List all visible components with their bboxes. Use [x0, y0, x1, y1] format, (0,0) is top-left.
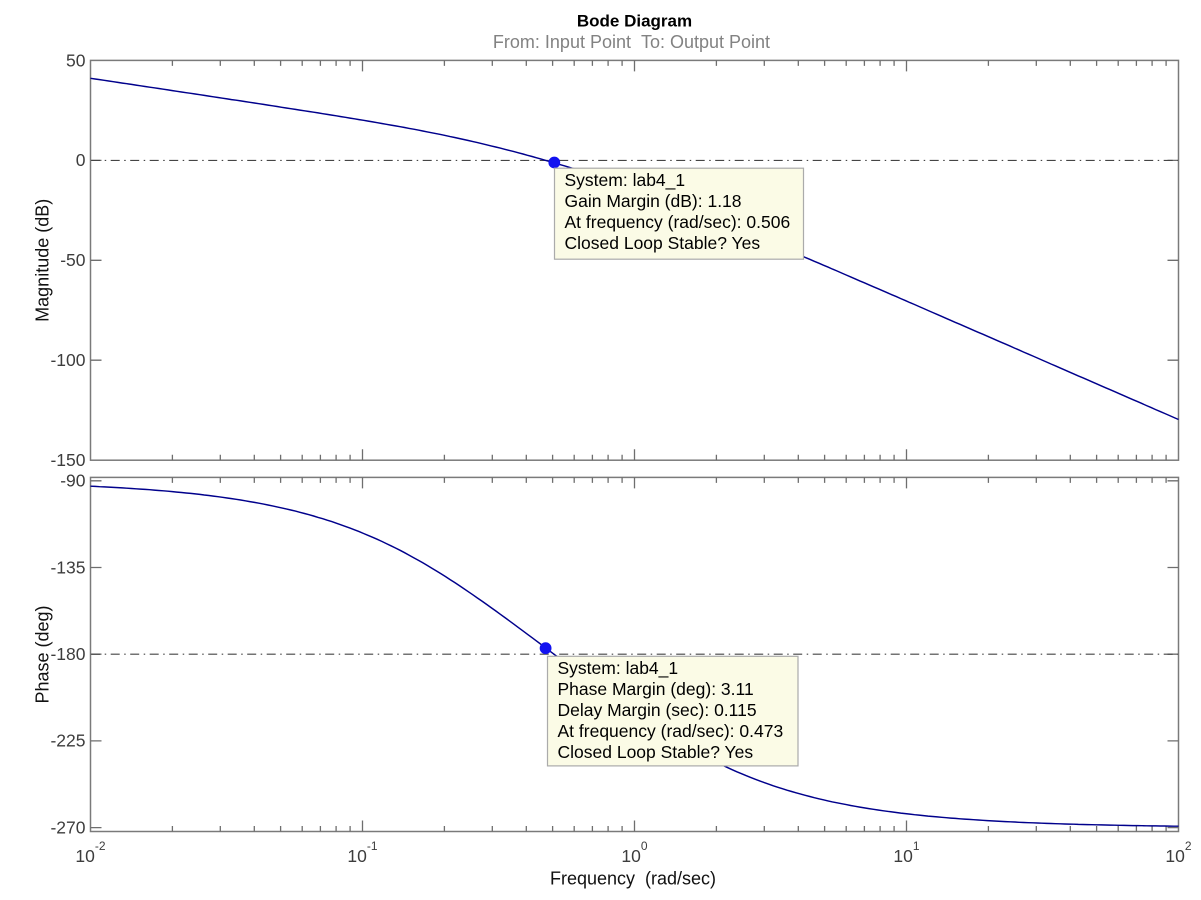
svg-text:At frequency (rad/sec): 0.473: At frequency (rad/sec): 0.473 — [558, 721, 784, 741]
svg-text:50: 50 — [66, 50, 86, 70]
svg-text:Frequency (rad/sec): Frequency (rad/sec) — [550, 869, 716, 889]
svg-text:From: Input Point To: Output: From: Input Point To: Output Point — [493, 32, 770, 52]
svg-text:System: lab4_1: System: lab4_1 — [565, 170, 686, 191]
svg-text:-100: -100 — [50, 350, 85, 370]
svg-text:-180: -180 — [50, 644, 85, 664]
svg-text:Phase (deg): Phase (deg) — [33, 605, 53, 703]
svg-text:Gain Margin (dB): 1.18: Gain Margin (dB): 1.18 — [565, 191, 742, 211]
svg-text:-150: -150 — [50, 450, 85, 470]
svg-text:-270: -270 — [50, 817, 85, 837]
svg-text:At frequency (rad/sec): 0.506: At frequency (rad/sec): 0.506 — [565, 212, 791, 232]
svg-text:Magnitude (dB): Magnitude (dB) — [33, 199, 53, 322]
svg-text:-90: -90 — [60, 471, 86, 491]
svg-text:Closed Loop Stable? Yes: Closed Loop Stable? Yes — [558, 742, 754, 762]
svg-text:0: 0 — [76, 150, 86, 170]
svg-text:Phase Margin (deg): 3.11: Phase Margin (deg): 3.11 — [558, 679, 754, 699]
svg-text:Delay Margin (sec): 0.115: Delay Margin (sec): 0.115 — [558, 700, 757, 720]
svg-text:-225: -225 — [50, 731, 85, 751]
svg-text:-135: -135 — [50, 557, 85, 577]
svg-text:Closed Loop Stable? Yes: Closed Loop Stable? Yes — [565, 233, 761, 253]
svg-text:Bode Diagram: Bode Diagram — [577, 12, 692, 31]
svg-text:System: lab4_1: System: lab4_1 — [558, 658, 679, 679]
svg-text:-50: -50 — [60, 250, 86, 270]
